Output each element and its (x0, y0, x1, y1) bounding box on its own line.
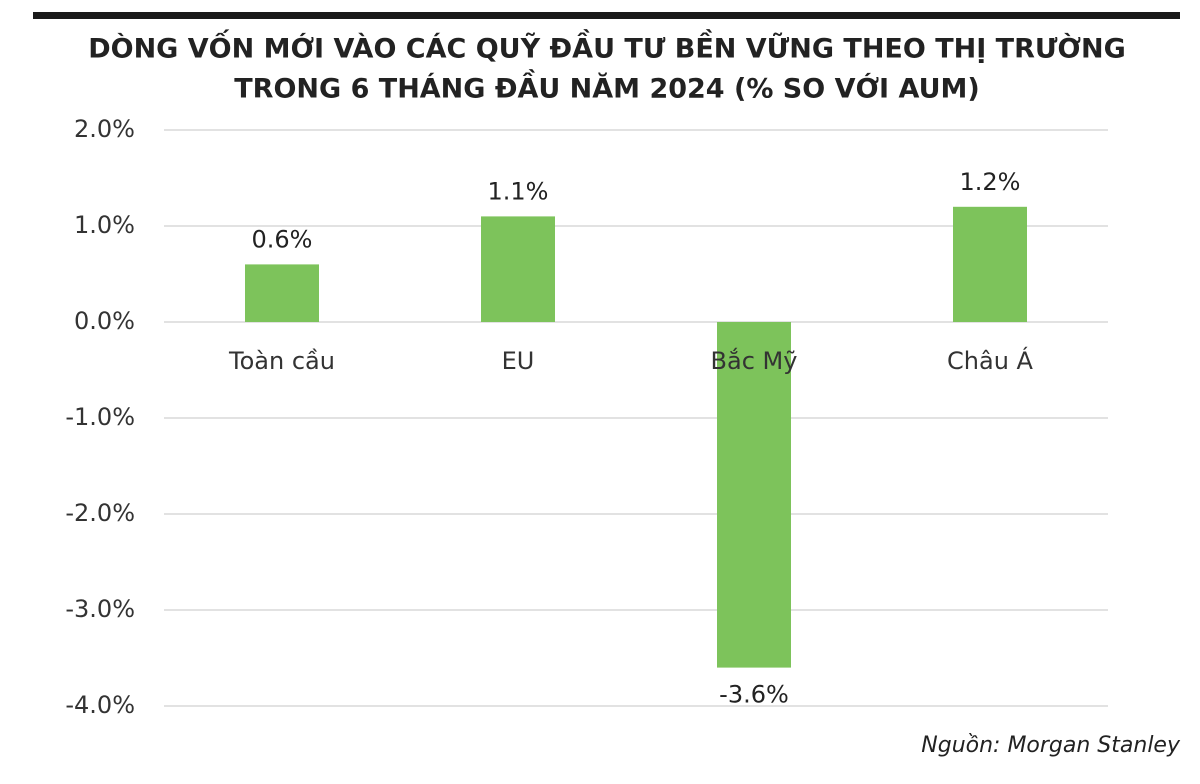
bar (481, 216, 555, 322)
x-tick-label: Bắc Mỹ (711, 346, 798, 375)
chart-title: TRONG 6 THÁNG ĐẦU NĂM 2024 (% SO VỚI AUM… (234, 70, 979, 105)
value-label: 1.1% (488, 177, 549, 205)
bar (245, 264, 319, 322)
bar (953, 206, 1027, 322)
y-tick-label: 0.0% (74, 307, 135, 335)
top-rule (33, 12, 1180, 19)
chart-title: DÒNG VỐN MỚI VÀO CÁC QUỸ ĐẦU TƯ BỀN VỮNG… (88, 29, 1126, 65)
x-tick-label: Toàn cầu (228, 347, 335, 375)
value-label: 0.6% (252, 225, 313, 253)
y-tick-label: -4.0% (65, 691, 135, 719)
value-label: -3.6% (719, 681, 789, 709)
value-label: 1.2% (960, 168, 1021, 196)
x-tick-label: EU (502, 347, 535, 375)
y-tick-label: 2.0% (74, 115, 135, 143)
y-tick-label: -3.0% (65, 595, 135, 623)
y-tick-label: 1.0% (74, 211, 135, 239)
y-tick-label: -1.0% (65, 403, 135, 431)
y-tick-label: -2.0% (65, 499, 135, 527)
x-tick-label: Châu Á (947, 346, 1034, 375)
bar (717, 322, 791, 668)
source-note: Nguồn: Morgan Stanley (921, 733, 1181, 758)
